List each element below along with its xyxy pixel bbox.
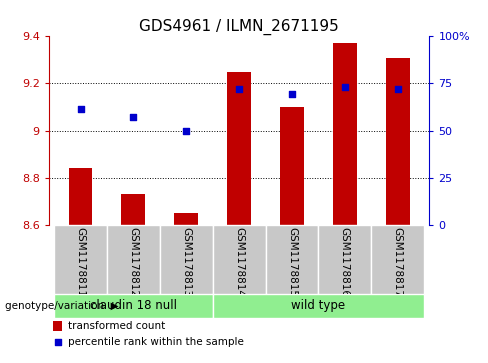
Bar <box>107 225 160 294</box>
Point <box>54 339 61 344</box>
Bar <box>54 225 107 294</box>
Bar <box>227 72 251 225</box>
Bar <box>265 225 319 294</box>
Title: GDS4961 / ILMN_2671195: GDS4961 / ILMN_2671195 <box>139 19 339 35</box>
Text: GSM1178815: GSM1178815 <box>287 227 297 297</box>
Text: GSM1178817: GSM1178817 <box>393 227 403 297</box>
Bar <box>160 225 213 294</box>
Bar <box>69 168 92 225</box>
Bar <box>122 194 145 225</box>
Bar <box>371 225 424 294</box>
Point <box>183 128 190 134</box>
Text: transformed count: transformed count <box>68 321 165 331</box>
Point <box>77 106 84 112</box>
Text: GSM1178811: GSM1178811 <box>76 227 85 297</box>
Text: percentile rank within the sample: percentile rank within the sample <box>68 337 244 347</box>
Bar <box>53 321 62 331</box>
Text: GSM1178816: GSM1178816 <box>340 227 350 297</box>
Bar <box>213 294 424 318</box>
Point <box>341 84 349 90</box>
Point <box>288 91 296 97</box>
Text: GSM1178813: GSM1178813 <box>181 227 191 297</box>
Bar <box>213 225 265 294</box>
Bar <box>280 107 304 225</box>
Point <box>235 86 243 92</box>
Bar <box>386 57 409 225</box>
Text: GSM1178814: GSM1178814 <box>234 227 244 297</box>
Text: genotype/variation  ▶: genotype/variation ▶ <box>5 301 119 311</box>
Text: wild type: wild type <box>291 299 346 312</box>
Bar <box>54 294 213 318</box>
Point <box>394 86 402 92</box>
Bar <box>174 213 198 225</box>
Bar <box>319 225 371 294</box>
Text: claudin 18 null: claudin 18 null <box>90 299 177 312</box>
Bar <box>333 43 357 225</box>
Point <box>129 114 137 119</box>
Text: GSM1178812: GSM1178812 <box>128 227 139 297</box>
